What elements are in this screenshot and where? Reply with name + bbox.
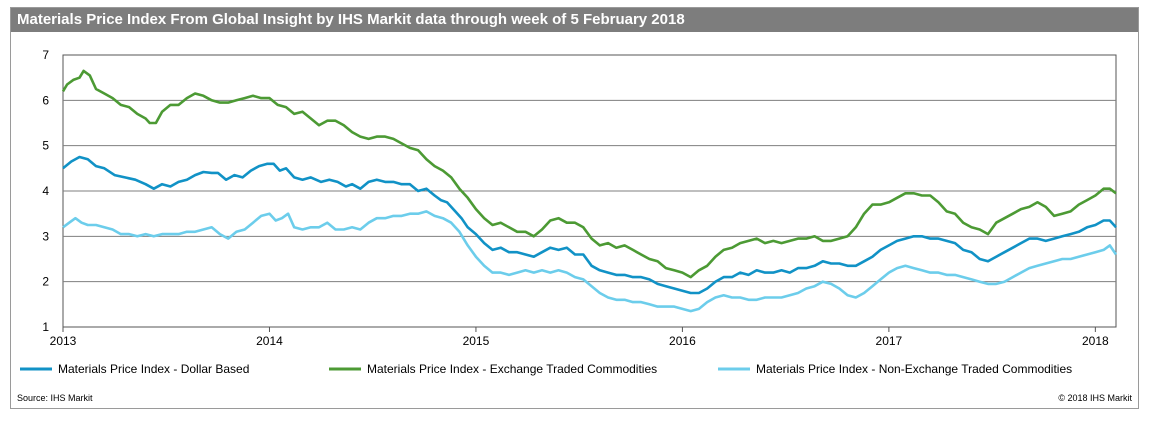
y-tick-label: 7: [42, 48, 49, 62]
x-tick-label: 2015: [463, 334, 490, 348]
y-tick-label: 2: [42, 275, 49, 289]
copyright-note: © 2018 IHS Markit: [1058, 393, 1132, 403]
y-tick-label: 5: [42, 139, 49, 153]
chart-frame: Materials Price Index From Global Insigh…: [10, 7, 1139, 409]
y-tick-label: 4: [42, 184, 49, 198]
x-tick-label: 2016: [669, 334, 696, 348]
y-tick-label: 6: [42, 93, 49, 107]
x-tick-label: 2018: [1082, 334, 1109, 348]
series-line-exchange: [61, 69, 1117, 279]
series-line-dollar: [62, 155, 1117, 295]
source-note: Source: IHS Markit: [17, 393, 93, 403]
legend-label-nonexchange: Materials Price Index - Non-Exchange Tra…: [756, 362, 1072, 376]
chart-title: Materials Price Index From Global Insigh…: [11, 8, 1138, 32]
x-tick-label: 2017: [876, 334, 903, 348]
y-tick-label: 3: [42, 229, 49, 243]
legend-label-exchange: Materials Price Index - Exchange Traded …: [367, 362, 657, 376]
x-tick-label: 2013: [50, 334, 77, 348]
legend-label-dollar: Materials Price Index - Dollar Based: [58, 362, 249, 376]
x-tick-label: 2014: [256, 334, 283, 348]
series-line-nonexchange: [62, 210, 1118, 313]
y-tick-label: 1: [42, 320, 49, 334]
